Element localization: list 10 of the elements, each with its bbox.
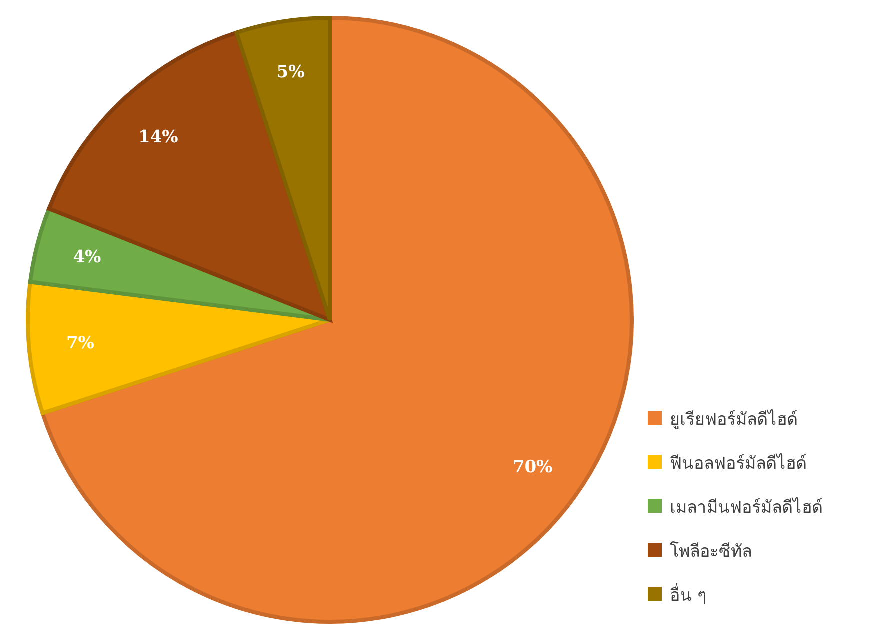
data-label: 70% xyxy=(512,457,553,478)
data-label: 7% xyxy=(66,334,94,354)
legend-label: โพลีอะซีทัล xyxy=(670,540,752,564)
legend-label: เมลามีนฟอร์มัลดีไฮด์ xyxy=(670,496,823,520)
data-label: 4% xyxy=(73,248,102,268)
legend-label: ยูเรียฟอร์มัลดีไฮด์ xyxy=(670,408,798,432)
legend-label: อื่น ๆ xyxy=(670,582,706,608)
data-label: 5% xyxy=(276,62,305,82)
data-label: 14% xyxy=(138,127,178,148)
legend-label: ฟีนอลฟอร์มัลดีไฮด์ xyxy=(670,452,807,476)
